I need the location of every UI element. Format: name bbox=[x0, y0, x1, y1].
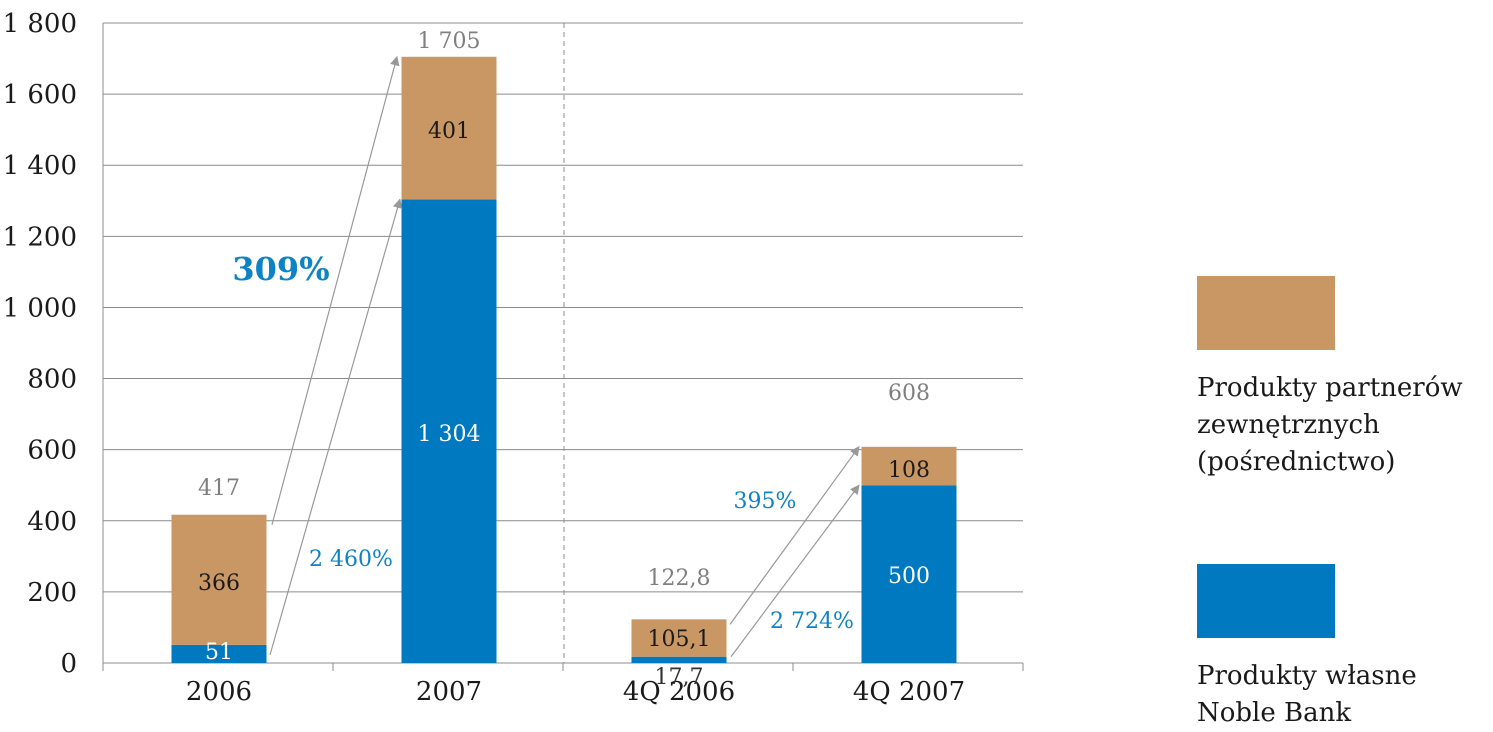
growth-arrow-total-quarter bbox=[729, 446, 860, 625]
data-label-own: 51 bbox=[205, 640, 233, 665]
legend-swatch-own bbox=[1197, 564, 1335, 638]
data-label-partner: 401 bbox=[428, 119, 470, 144]
y-tick-label: 200 bbox=[27, 578, 77, 608]
data-label-own: 17,7 bbox=[655, 665, 704, 690]
bar-own bbox=[631, 656, 727, 663]
y-tick-label: 1 200 bbox=[3, 222, 77, 252]
bar-partner bbox=[861, 446, 957, 486]
bar-partner bbox=[171, 514, 267, 645]
y-tick-label: 600 bbox=[27, 436, 77, 466]
data-label-partner: 366 bbox=[198, 571, 240, 596]
y-tick-label: 1 400 bbox=[3, 151, 77, 181]
bar-own bbox=[861, 485, 957, 663]
data-label-partner: 105,1 bbox=[648, 627, 711, 652]
total-label: 608 bbox=[888, 381, 930, 406]
bar-partner bbox=[401, 56, 497, 200]
growth-label-total-quarter: 395% bbox=[734, 489, 797, 514]
legend-swatch-partner bbox=[1197, 276, 1335, 350]
y-tick-label: 800 bbox=[27, 365, 77, 395]
bar-partner bbox=[631, 619, 727, 657]
x-tick-label: 4Q 2006 bbox=[623, 677, 735, 707]
stacked-bar-chart: 0 200 400 600 800 1 000 1 200 1 400 1 600 1 800 20… bbox=[3, 9, 1024, 707]
growth-arrow-total-year bbox=[271, 55, 400, 525]
bar-own bbox=[401, 199, 497, 663]
y-tick-label: 1 000 bbox=[3, 293, 77, 323]
legend-label-partner: Produkty partnerów zewnętrznych (pośredn… bbox=[1197, 373, 1463, 477]
x-tick-label: 2007 bbox=[416, 677, 482, 707]
x-tick-label: 4Q 2007 bbox=[853, 677, 965, 707]
y-tick-label: 400 bbox=[27, 507, 77, 537]
total-label: 417 bbox=[198, 476, 240, 501]
total-label: 122,8 bbox=[648, 566, 711, 591]
x-tick-label: 2006 bbox=[186, 677, 252, 707]
growth-label-own-quarter: 2 724% bbox=[770, 609, 854, 634]
y-tick-label: 0 bbox=[60, 649, 77, 679]
data-label-partner: 108 bbox=[888, 458, 930, 483]
growth-label-own-year: 2 460% bbox=[309, 547, 393, 572]
total-label: 1 705 bbox=[418, 29, 481, 54]
data-label-own: 1 304 bbox=[418, 422, 481, 447]
growth-arrow-own-year bbox=[269, 198, 403, 656]
legend-label-own: Produkty własne Noble Bank bbox=[1197, 661, 1417, 728]
data-label-own: 500 bbox=[888, 564, 930, 589]
bar-own bbox=[171, 644, 267, 663]
growth-arrow-own-quarter bbox=[730, 484, 860, 658]
y-tick-label: 1 800 bbox=[3, 9, 77, 39]
y-tick-label: 1 600 bbox=[3, 80, 77, 110]
growth-label-total-year: 309% bbox=[232, 250, 329, 288]
